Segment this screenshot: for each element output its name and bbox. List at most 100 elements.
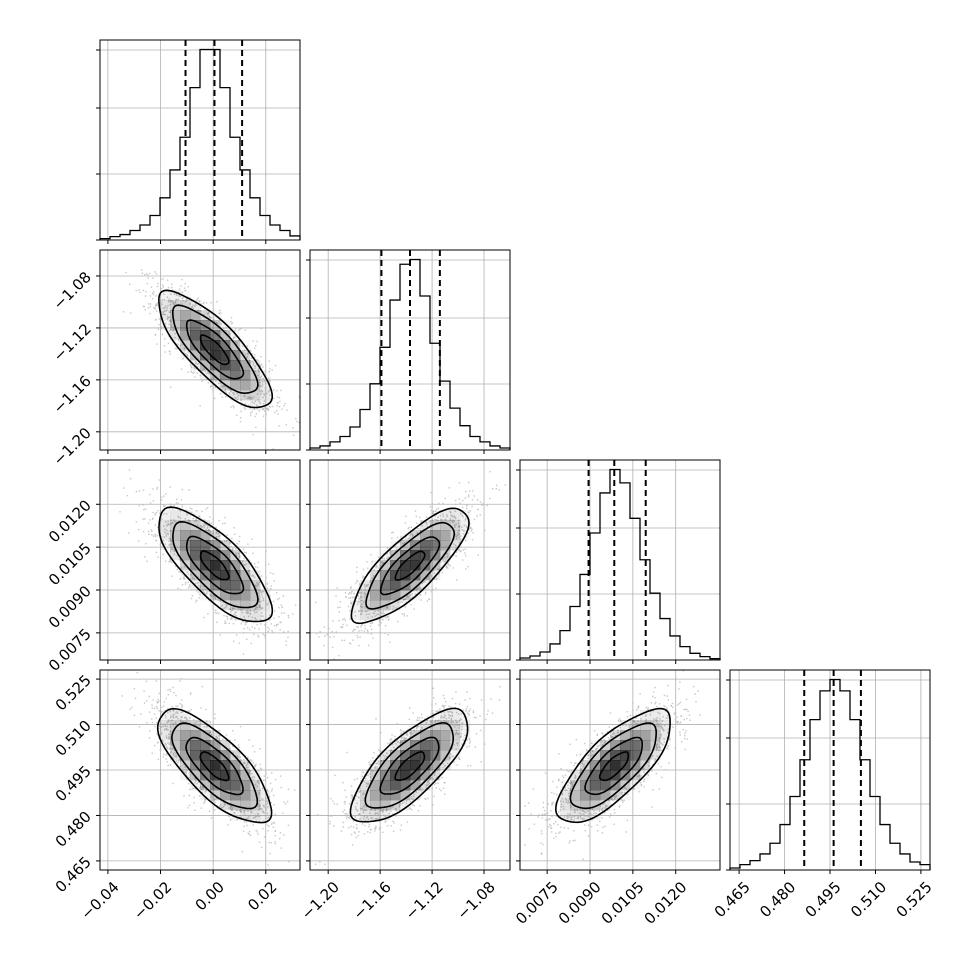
scatter-point (623, 787, 625, 789)
density-cell (400, 580, 411, 591)
scatter-point (557, 824, 559, 826)
scatter-point (350, 602, 353, 604)
scatter-point (329, 823, 331, 825)
density-cell (640, 710, 651, 721)
scatter-point (169, 764, 171, 766)
scatter-point (250, 642, 252, 645)
scatter-point (466, 746, 468, 748)
scatter-point (203, 786, 205, 789)
scatter-point (221, 806, 224, 809)
scatter-point (270, 398, 272, 401)
scatter-point (182, 770, 185, 773)
scatter-point (407, 728, 409, 731)
scatter-point (236, 543, 239, 545)
scatter-point (154, 319, 157, 321)
density-cell (590, 770, 601, 781)
density-cell (640, 740, 651, 751)
axes-frame (309, 249, 511, 451)
density-cell (160, 300, 171, 311)
scatter-point (257, 833, 259, 835)
scatter-point (245, 821, 248, 823)
scatter-point (266, 800, 268, 802)
scatter-point (175, 565, 177, 568)
scatter-point (400, 536, 402, 538)
density-cell (180, 550, 191, 561)
scatter-point (298, 396, 300, 398)
scatter-point (620, 720, 622, 722)
density-cell (400, 780, 411, 791)
scatter-point (416, 719, 418, 721)
scatter-point (166, 317, 169, 320)
scatter-point (133, 714, 136, 716)
scatter-point (416, 725, 419, 728)
scatter-point (237, 744, 240, 746)
density-cell (560, 800, 571, 811)
scatter-point (450, 706, 452, 708)
scatter-point (390, 738, 393, 740)
scatter-point (446, 567, 449, 569)
scatter-point (354, 628, 356, 631)
scatter-point (449, 518, 452, 520)
scatter-point (248, 830, 251, 833)
scatter-point (421, 581, 424, 584)
scatter-point (621, 794, 624, 796)
scatter-point (381, 563, 384, 565)
scatter-point (224, 620, 226, 622)
scatter-point (193, 371, 195, 373)
scatter-point (363, 780, 365, 783)
scatter-point (654, 686, 656, 689)
scatter-point (336, 587, 338, 589)
scatter-point (645, 714, 647, 716)
scatter-point (401, 601, 404, 603)
scatter-point (421, 525, 423, 527)
scatter-point (625, 831, 627, 833)
scatter-point (362, 809, 365, 812)
density-cell (240, 600, 251, 611)
scatter-point (666, 695, 668, 697)
scatter-point (250, 562, 253, 564)
scatter-point (460, 512, 462, 515)
density-cell (210, 330, 221, 341)
scatter-point (246, 764, 248, 766)
scatter-point (385, 820, 387, 822)
scatter-point (686, 738, 689, 740)
scatter-point (162, 286, 165, 288)
scatter-point (235, 554, 237, 557)
scatter-point (168, 736, 170, 738)
density-cell (250, 400, 261, 411)
scatter-point (441, 704, 444, 707)
scatter-point (424, 593, 427, 595)
density-cell (410, 760, 421, 771)
scatter-point (287, 630, 289, 633)
scatter-point (148, 737, 151, 739)
scatter-point (574, 839, 576, 842)
scatter-point (399, 804, 401, 807)
scatter-point (443, 716, 446, 719)
scatter-point (369, 625, 372, 627)
density-cell (170, 540, 181, 551)
scatter-point (283, 631, 285, 633)
scatter-point (661, 728, 664, 730)
scatter-point (264, 600, 267, 602)
scatter-point (660, 733, 662, 735)
scatter-point (271, 788, 273, 790)
scatter-point (314, 601, 317, 604)
scatter-point (465, 525, 468, 527)
scatter-point (225, 615, 228, 617)
scatter-point (686, 717, 688, 720)
scatter-point (446, 708, 448, 710)
scatter-point (367, 583, 370, 586)
scatter-point (192, 787, 194, 790)
scatter-point (332, 620, 334, 622)
scatter-point (654, 702, 656, 705)
scatter-point (572, 840, 574, 842)
scatter-point (304, 417, 305, 418)
scatter-point (430, 590, 433, 593)
scatter-point (647, 708, 649, 710)
scatter-point (376, 766, 378, 768)
scatter-point (591, 808, 594, 811)
scatter-point (206, 527, 208, 529)
scatter-point (378, 828, 381, 830)
density-cell (250, 390, 261, 401)
scatter-point (172, 717, 175, 719)
